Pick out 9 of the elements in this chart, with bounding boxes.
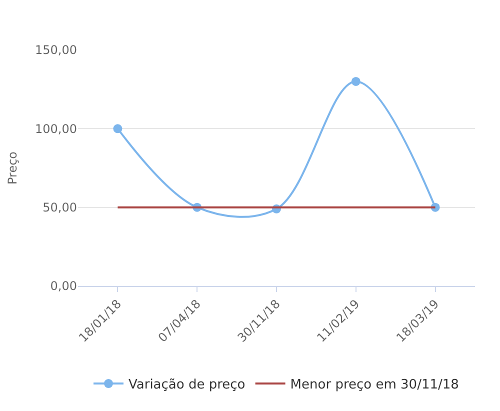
y-tick-label: 0,00	[50, 279, 77, 294]
point	[351, 76, 360, 86]
legend-label: Variação de preço	[128, 378, 246, 393]
y-tick-label: 150,00	[35, 43, 77, 58]
y-tick-label: 50,00	[42, 200, 77, 215]
y-axis-title: Preço	[5, 151, 20, 185]
y-tick-label: 100,00	[35, 122, 77, 136]
point	[113, 124, 122, 134]
legend-label: Menor preço em 30/11/18	[290, 378, 459, 393]
